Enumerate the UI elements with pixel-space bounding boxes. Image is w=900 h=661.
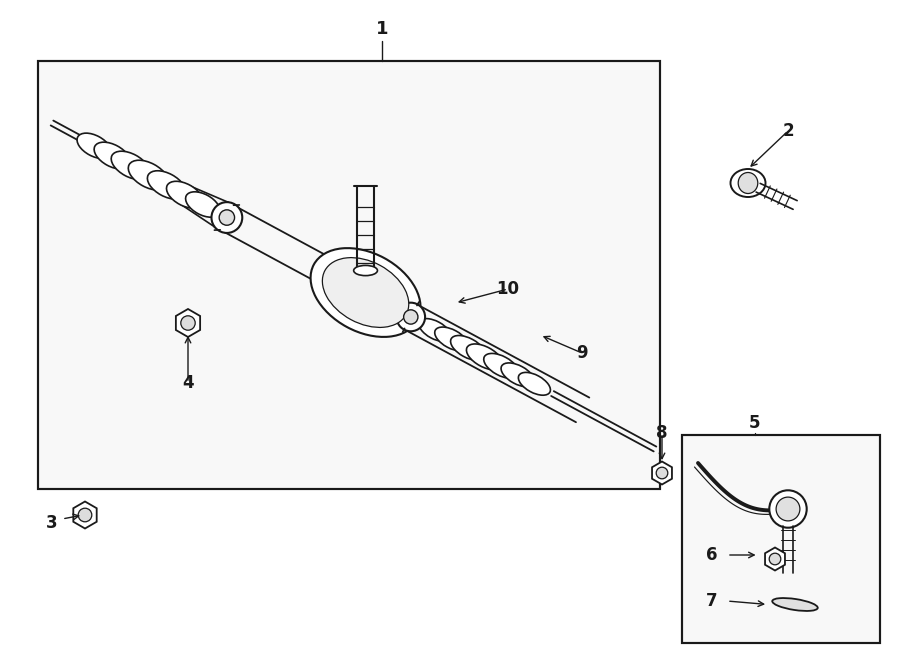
Ellipse shape [185,192,220,217]
Text: 7: 7 [706,592,718,610]
Bar [38,61,660,489]
Ellipse shape [310,248,420,337]
Polygon shape [176,309,200,337]
Ellipse shape [94,142,130,169]
Ellipse shape [770,490,806,527]
Text: 1: 1 [376,20,388,38]
Ellipse shape [78,508,92,522]
Ellipse shape [435,327,468,351]
Text: 3: 3 [46,514,58,532]
Ellipse shape [418,319,451,342]
Ellipse shape [220,210,235,225]
Ellipse shape [77,133,112,159]
Text: 8: 8 [656,424,668,442]
Ellipse shape [403,310,418,324]
Ellipse shape [451,336,486,360]
Ellipse shape [212,202,242,233]
Text: 10: 10 [497,280,519,298]
Ellipse shape [738,173,758,194]
Ellipse shape [322,258,409,327]
Ellipse shape [397,303,425,331]
Ellipse shape [112,151,149,180]
Ellipse shape [772,598,818,611]
Text: 5: 5 [749,414,760,432]
Bar [682,435,880,643]
Text: 6: 6 [706,546,718,564]
Polygon shape [73,502,96,529]
Text: 9: 9 [576,344,588,362]
Text: 2: 2 [782,122,794,140]
Text: 4: 4 [182,374,194,392]
Ellipse shape [181,316,195,330]
Ellipse shape [518,372,551,395]
Ellipse shape [501,363,535,387]
Ellipse shape [354,266,377,276]
Ellipse shape [776,497,800,521]
Ellipse shape [656,467,668,479]
Polygon shape [765,547,785,570]
Bar [682,435,880,643]
Ellipse shape [466,344,503,370]
Bar [38,61,660,489]
Polygon shape [652,461,672,485]
Ellipse shape [731,169,766,197]
Ellipse shape [166,181,202,208]
Ellipse shape [148,171,185,199]
Ellipse shape [770,553,781,564]
Ellipse shape [483,354,518,378]
Ellipse shape [129,160,168,190]
